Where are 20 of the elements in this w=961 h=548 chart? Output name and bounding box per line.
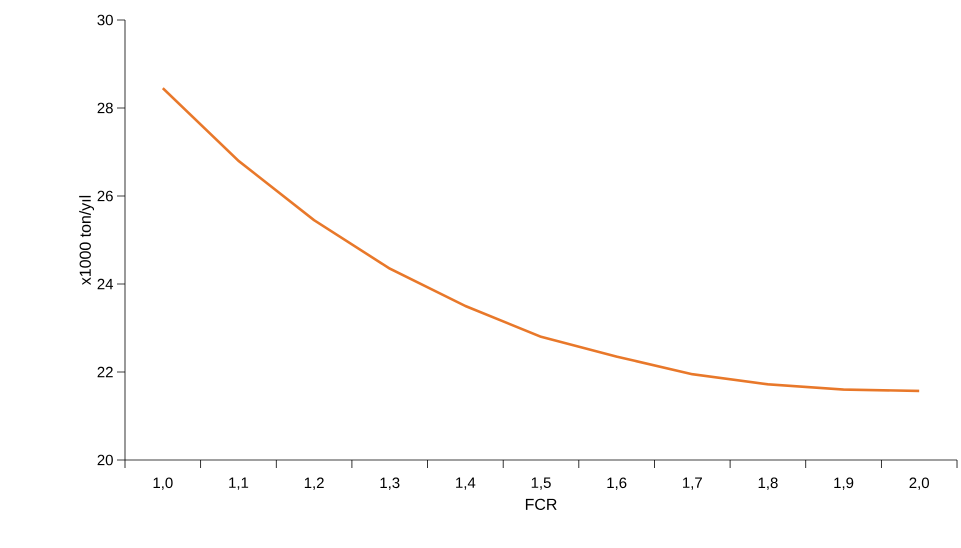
y-tick-label: 26 [98,190,113,202]
y-axis-title: x1000 ton/yıl [79,196,94,286]
x-axis-title: FCR [526,498,557,510]
x-tick-label: 1,3 [380,478,400,490]
y-tick-label: 30 [97,14,113,26]
y-tick-label: 28 [98,102,113,114]
x-tick-label: 1,4 [456,478,476,490]
x-tick-label: 1,8 [758,478,778,490]
line-series [162,86,920,392]
x-tick-label: 1,2 [304,478,324,490]
x-tick-label: 1,1 [229,478,248,490]
x-tick-label: 1,7 [683,478,702,490]
y-tick-label: 22 [98,366,113,378]
x-tick-label: 1,0 [154,478,173,490]
x-tick-label: 1,6 [607,478,626,490]
x-tick-label: 2,0 [910,478,929,490]
y-tick-label: 20 [98,454,113,466]
x-tick-label: 1,9 [834,478,854,490]
y-tick-label: 24 [98,278,114,290]
x-tick-label: 1,5 [532,478,551,490]
